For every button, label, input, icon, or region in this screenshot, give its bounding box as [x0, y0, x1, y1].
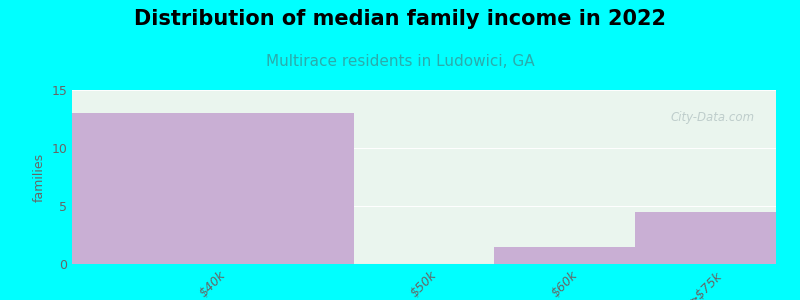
Bar [494, 247, 635, 264]
Y-axis label: families: families [33, 152, 46, 202]
Text: Distribution of median family income in 2022: Distribution of median family income in … [134, 9, 666, 29]
Bar [72, 113, 354, 264]
Text: City-Data.com: City-Data.com [670, 111, 755, 124]
Bar [635, 212, 776, 264]
Text: Multirace residents in Ludowici, GA: Multirace residents in Ludowici, GA [266, 54, 534, 69]
